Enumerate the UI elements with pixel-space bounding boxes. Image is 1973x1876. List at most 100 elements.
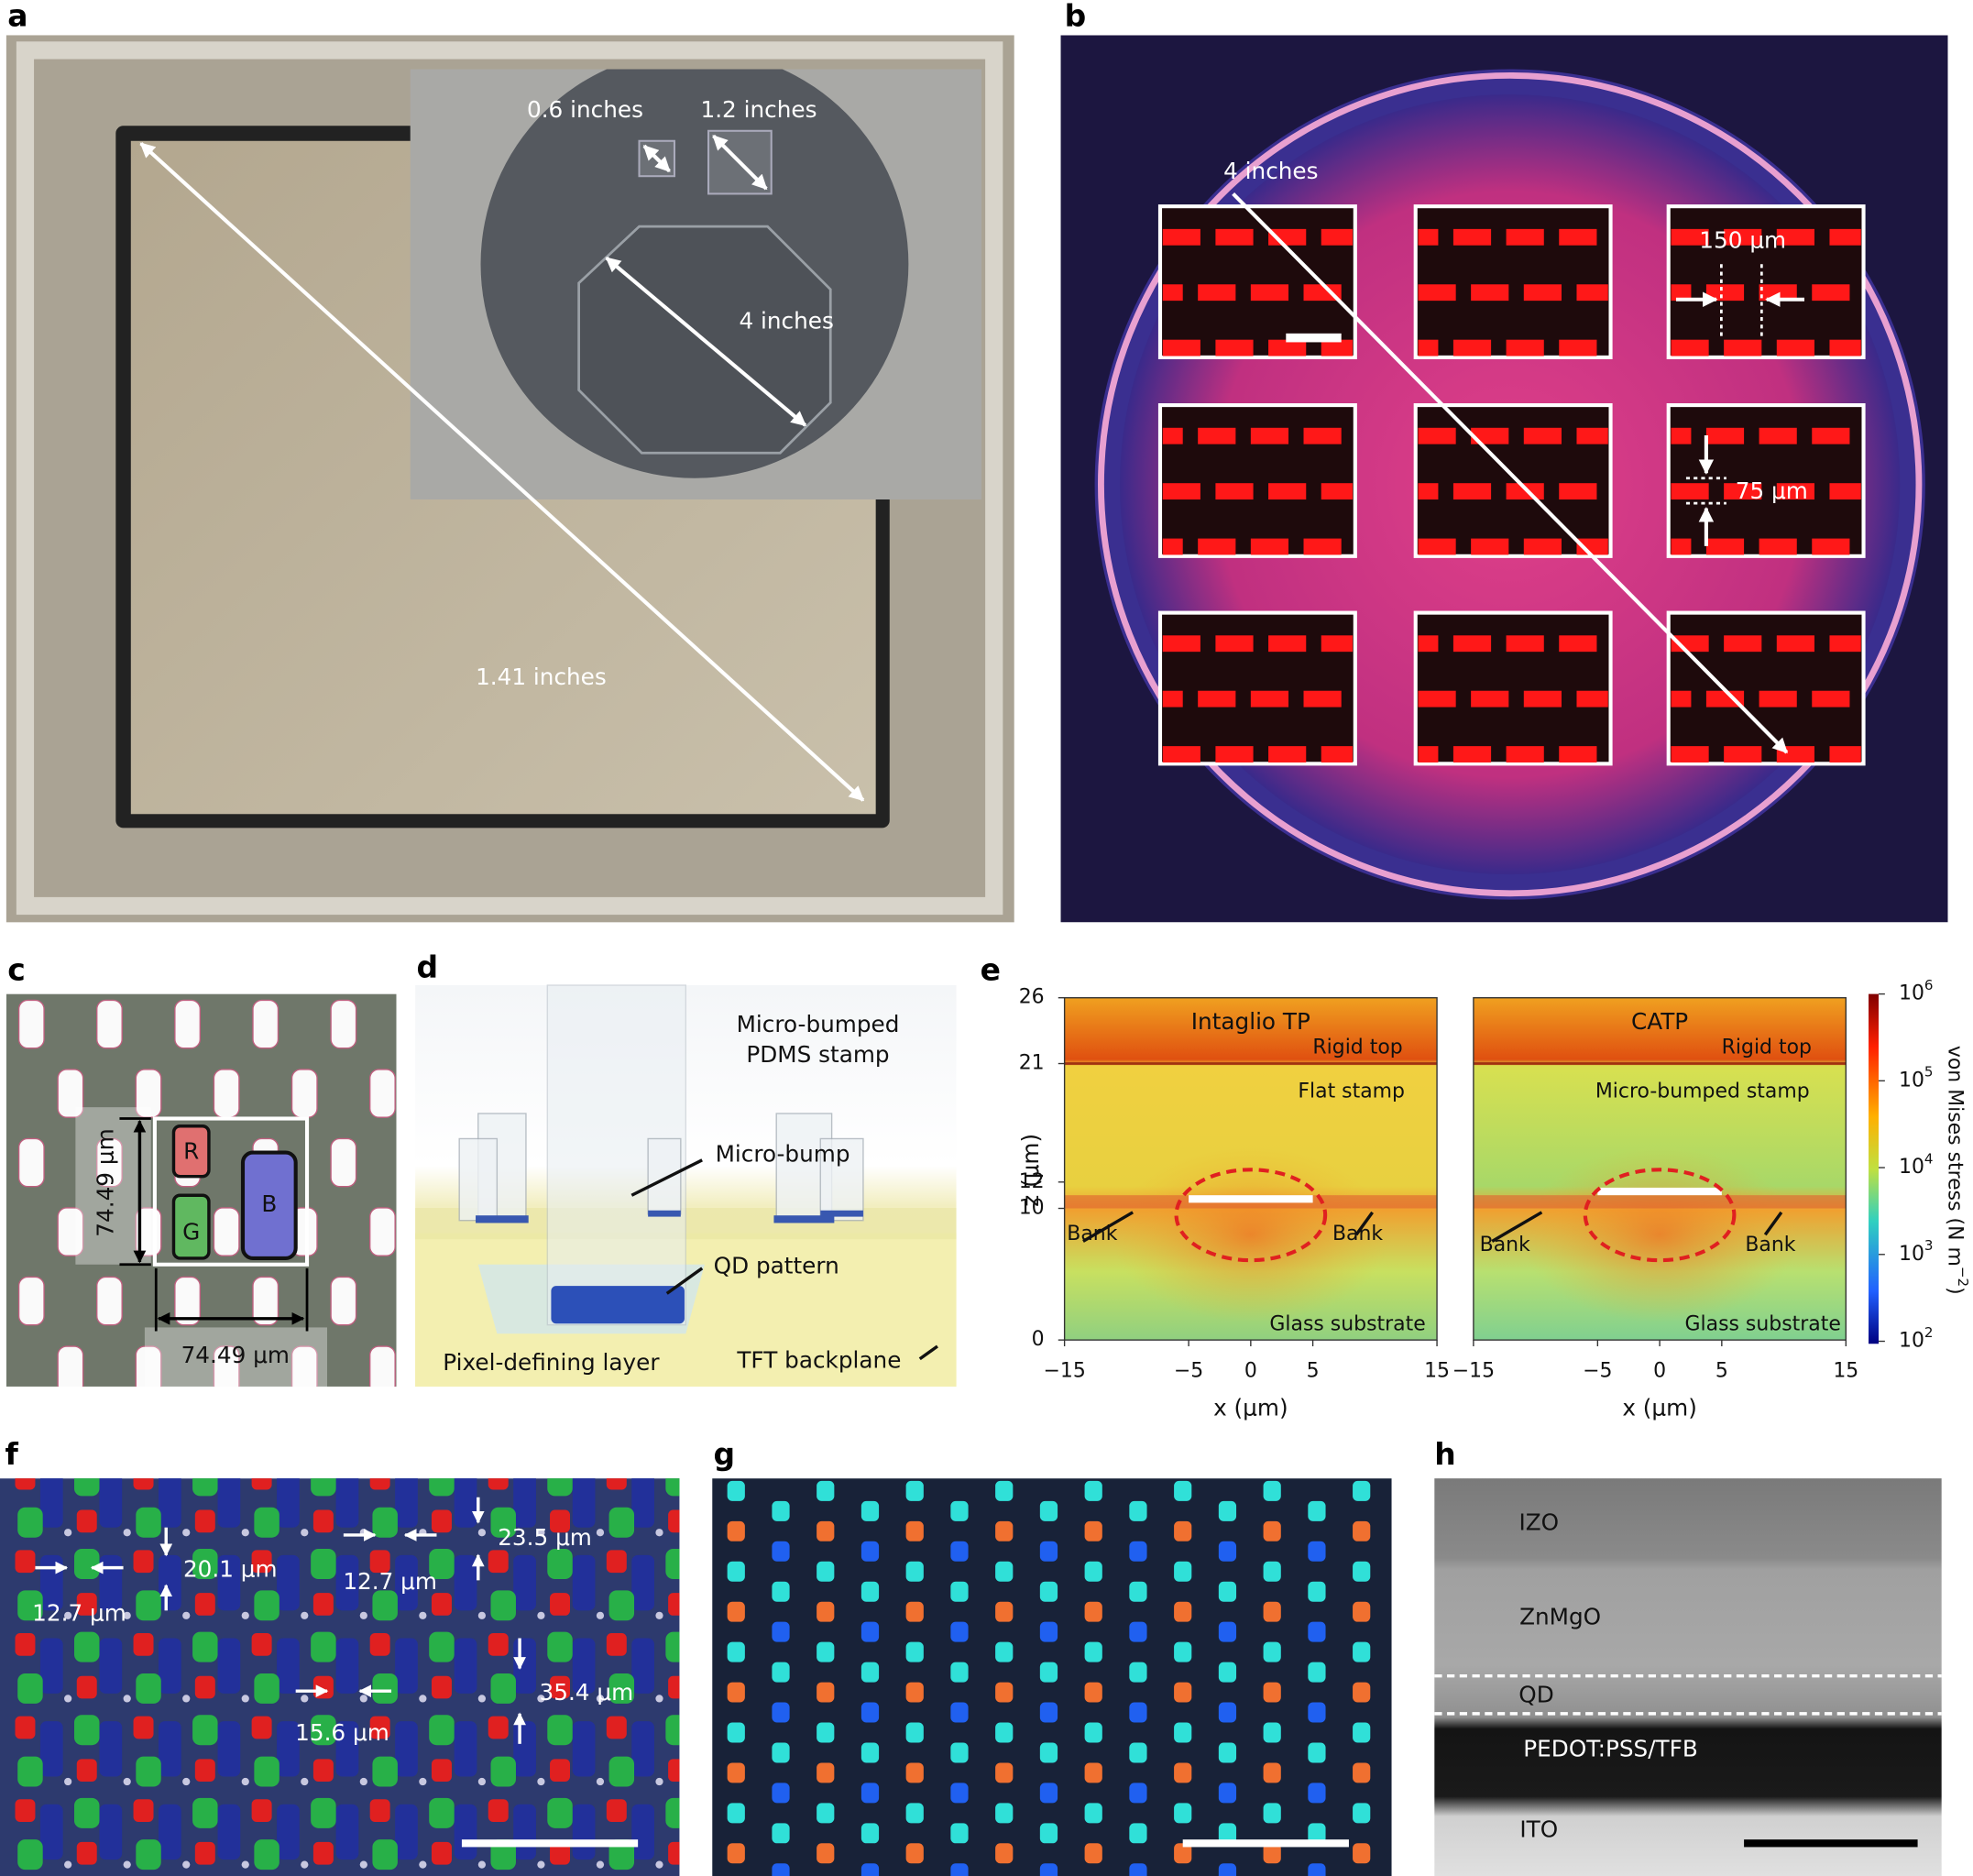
red-pixel (1829, 483, 1861, 500)
dot (301, 1860, 309, 1869)
red-pixel (1576, 284, 1608, 302)
emitting-pixel (817, 1480, 835, 1501)
emitting-pixel (1308, 1581, 1326, 1602)
dot (123, 1695, 131, 1703)
emitting-pixel (905, 1682, 924, 1703)
blue-subpixel (217, 1638, 241, 1694)
emitting-pixel (905, 1520, 924, 1541)
colorbar-tick-exponent: 4 (1924, 1150, 1934, 1167)
emitting-pixel (1308, 1823, 1326, 1844)
green-subpixel (192, 1797, 218, 1828)
emitting-pixel (772, 1783, 790, 1804)
emitting-pixel (950, 1581, 969, 1602)
panel-h: IZO ZnMgO QD PEDOT:PSS/TFB ITO h (1434, 1436, 1942, 1876)
blue-subpixel (691, 1555, 714, 1610)
red-pixel (1418, 538, 1456, 555)
dot (64, 1860, 72, 1869)
dot (477, 1695, 487, 1703)
panel-f: 12.7 μm 20.1 μm 12.7 μm 23.5 μm 35.4 μm … (0, 1436, 714, 1876)
emitting-pixel (1308, 1662, 1326, 1683)
green-subpixel (17, 1673, 43, 1704)
red-pixel (1303, 538, 1342, 555)
red-subpixel (133, 1633, 154, 1656)
red-pixel (1268, 746, 1307, 762)
x-tick-label: 0 (1244, 1359, 1257, 1382)
red-pixel (1671, 339, 1709, 357)
emitting-pixel (995, 1641, 1014, 1662)
red-pixel (1162, 339, 1200, 357)
x-tick-label: 15 (1833, 1359, 1858, 1382)
red-pixel (1724, 635, 1762, 653)
blue-subpixel (454, 1478, 477, 1528)
blue-subpixel (217, 1804, 241, 1860)
red-pixel (1671, 483, 1709, 500)
panel-letter: d (416, 949, 438, 985)
emitting-pixel (1174, 1561, 1192, 1582)
green-subpixel (429, 1715, 455, 1746)
green-subpixel (429, 1797, 455, 1828)
red-pixel (1198, 427, 1236, 444)
blue-subpixel (513, 1721, 536, 1777)
emitting-pixel (1353, 1601, 1371, 1622)
blue-subpixel (395, 1478, 418, 1528)
red-pixel (1559, 339, 1597, 357)
red-pixel (1321, 339, 1354, 357)
red-subpixel (194, 1841, 215, 1865)
green-subpixel (665, 1631, 680, 1662)
panel-c: R G B 74.49 μm 74.49 μm c (5, 951, 397, 1388)
red-subpixel (488, 1716, 509, 1739)
green-subpixel (136, 1507, 161, 1538)
dot (537, 1777, 545, 1786)
red-pixel (1215, 483, 1254, 500)
dot (477, 1611, 487, 1619)
blue-subpixel (159, 1721, 181, 1777)
blue-subpixel (39, 1638, 63, 1694)
label: Micro-bumped (737, 1011, 900, 1037)
decoration (819, 1137, 864, 1222)
emitting-pixel (905, 1561, 924, 1582)
highlight (1583, 1168, 1737, 1263)
emitting-pixel (1174, 1601, 1192, 1622)
emitting-pixel (1174, 1762, 1192, 1783)
red-pixel (1559, 483, 1597, 500)
dot (182, 1529, 191, 1537)
green-subpixel (372, 1756, 398, 1787)
green-subpixel (254, 1756, 280, 1787)
red-pixel (1724, 746, 1762, 762)
red-pixel (1321, 483, 1354, 500)
z-tick-label: 0 (1032, 1328, 1045, 1351)
red-subpixel (369, 1478, 390, 1490)
blue-subpixel (454, 1804, 477, 1860)
bank-pointer (1763, 1211, 1783, 1236)
emitting-pixel (1218, 1500, 1237, 1521)
decoration (461, 1839, 639, 1848)
red-subpixel (312, 1509, 334, 1533)
slot (213, 1069, 240, 1118)
dot (537, 1529, 545, 1537)
blue-subpixel (691, 1805, 714, 1860)
region-label: Flat stamp (1298, 1081, 1405, 1103)
green-subpixel (311, 1797, 336, 1828)
red-subpixel (606, 1478, 627, 1490)
blue-subpixel (572, 1804, 596, 1860)
emitting-pixel (1039, 1662, 1058, 1683)
dot (359, 1611, 367, 1619)
red-subpixel (133, 1478, 154, 1490)
emitting-pixel (1353, 1641, 1371, 1662)
red-pixel (1303, 427, 1342, 444)
green-subpixel (74, 1478, 100, 1497)
dot (182, 1777, 191, 1786)
green-subpixel (192, 1715, 218, 1746)
slot (57, 1207, 84, 1256)
red-subpixel (15, 1799, 36, 1822)
green-subpixel (429, 1631, 455, 1662)
stress-lobe (1521, 1146, 1799, 1323)
emitting-pixel (772, 1662, 790, 1683)
emitting-pixel (1263, 1682, 1281, 1703)
decoration (240, 1150, 298, 1260)
x-tick-label: 15 (1424, 1359, 1450, 1382)
red-pixel (1198, 538, 1236, 555)
green-subpixel (136, 1839, 161, 1871)
slot (330, 1137, 357, 1188)
